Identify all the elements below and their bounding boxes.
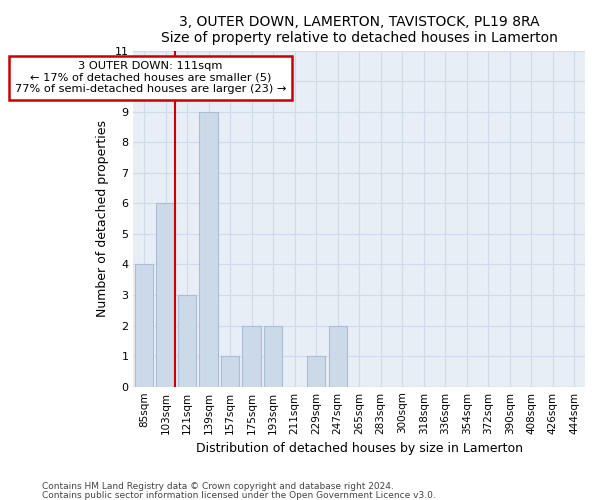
X-axis label: Distribution of detached houses by size in Lamerton: Distribution of detached houses by size … — [196, 442, 523, 455]
Bar — [242, 326, 261, 386]
Bar — [264, 326, 282, 386]
Title: 3, OUTER DOWN, LAMERTON, TAVISTOCK, PL19 8RA
Size of property relative to detach: 3, OUTER DOWN, LAMERTON, TAVISTOCK, PL19… — [161, 15, 557, 45]
Bar — [157, 204, 175, 386]
Text: Contains HM Land Registry data © Crown copyright and database right 2024.: Contains HM Land Registry data © Crown c… — [42, 482, 394, 491]
Text: 3 OUTER DOWN: 111sqm
← 17% of detached houses are smaller (5)
77% of semi-detach: 3 OUTER DOWN: 111sqm ← 17% of detached h… — [14, 61, 286, 94]
Bar — [199, 112, 218, 386]
Bar — [221, 356, 239, 386]
Bar — [329, 326, 347, 386]
Bar — [307, 356, 325, 386]
Bar — [135, 264, 153, 386]
Text: Contains public sector information licensed under the Open Government Licence v3: Contains public sector information licen… — [42, 490, 436, 500]
Y-axis label: Number of detached properties: Number of detached properties — [96, 120, 109, 317]
Bar — [178, 295, 196, 386]
